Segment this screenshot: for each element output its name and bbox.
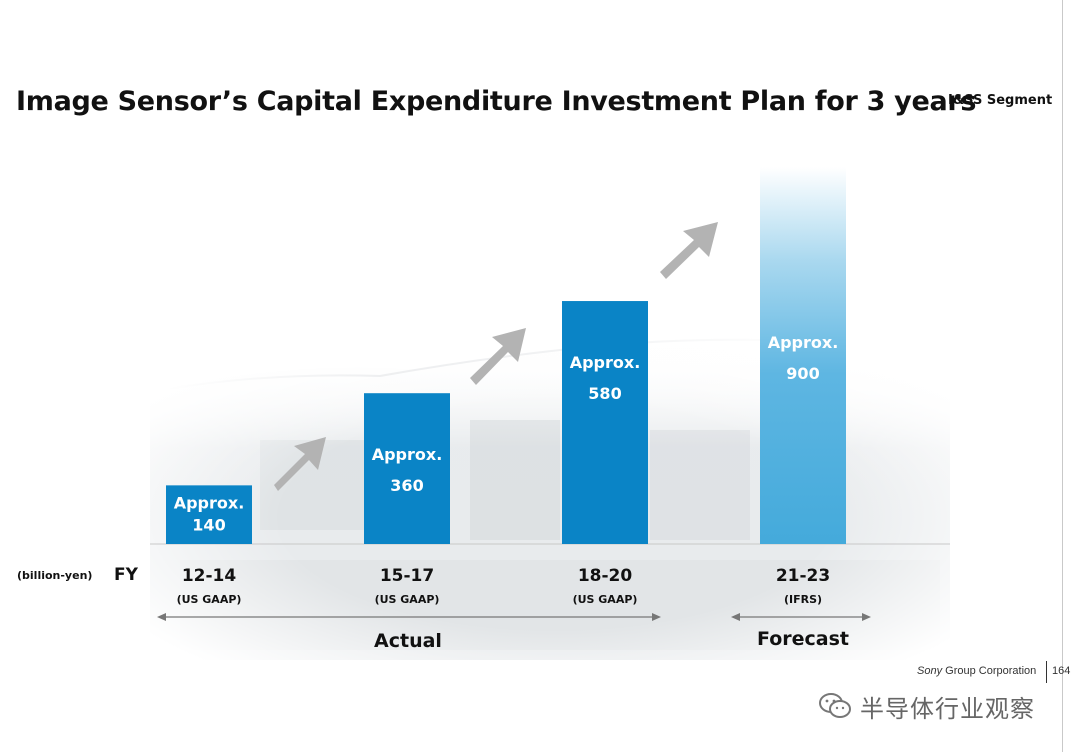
segment-label: I&SS Segment [948, 93, 1053, 108]
x-axis-labels: 12-14 (US GAAP) 15-17 (US GAAP) 18-20 (US GAA… [177, 566, 831, 606]
x-tick-label: 21-23 [776, 566, 830, 586]
bar-12-14 [166, 485, 252, 544]
bars: Approx. 140 Approx. 360 Approx. 580 Approx. 900 [166, 167, 846, 544]
footer-corporation: Sony Group Corporation [917, 665, 1036, 677]
fy-label: FY [114, 565, 139, 585]
watermark-text: 半导体行业观察 [860, 694, 1035, 723]
bar-15-17 [364, 393, 450, 544]
bar-value-label: 140 [192, 515, 225, 534]
wechat-icon [819, 693, 851, 718]
x-tick-note: (US GAAP) [573, 593, 638, 606]
y-unit-label: (billion-yen) [17, 569, 92, 582]
arrow-icon [274, 437, 326, 491]
footer-corp-italic: Sony [917, 665, 943, 677]
bar-value-label: 360 [390, 476, 423, 495]
x-tick-label: 15-17 [380, 566, 434, 586]
bar-value-label: 580 [588, 384, 621, 403]
bar-18-20 [562, 301, 648, 544]
arrow-icon [470, 328, 526, 385]
page-title: Image Sensor’s Capital Expenditure Inves… [16, 86, 977, 117]
x-tick-label: 18-20 [578, 566, 633, 586]
bar-value-label: 900 [786, 364, 819, 383]
footer-corp-rest: Group Corporation [945, 665, 1037, 677]
x-tick-note: (US GAAP) [177, 593, 242, 606]
bar-label-prefix: Approx. [372, 445, 443, 464]
page-number: 164 [1052, 665, 1071, 677]
actual-range [157, 613, 661, 621]
forecast-label: Forecast [757, 628, 849, 650]
footer-divider [1046, 661, 1047, 683]
bar-label-prefix: Approx. [174, 493, 245, 512]
arrow-icon [660, 222, 718, 279]
bar-21-23 [760, 167, 846, 544]
x-tick-note: (IFRS) [784, 593, 822, 606]
bar-label-prefix: Approx. [768, 333, 839, 352]
page-edge-line [1062, 0, 1063, 752]
watermark: 半导体行业观察 [818, 689, 1035, 723]
bar-label-prefix: Approx. [570, 353, 641, 372]
forecast-range [731, 613, 871, 621]
actual-label: Actual [374, 630, 442, 652]
x-tick-note: (US GAAP) [375, 593, 440, 606]
x-tick-label: 12-14 [182, 566, 237, 586]
growth-arrows [274, 222, 718, 491]
